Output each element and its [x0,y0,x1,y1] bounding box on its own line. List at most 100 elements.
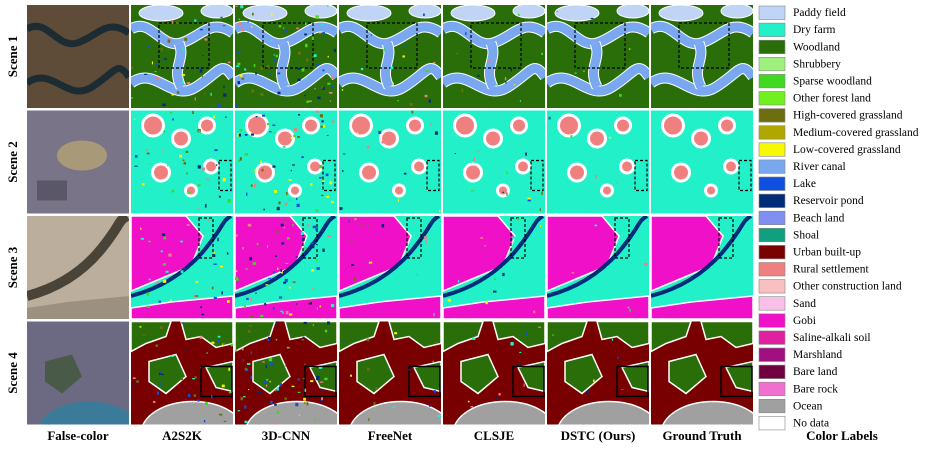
noise [279,25,282,27]
noise [324,184,325,186]
noise [302,337,304,339]
noise [277,387,279,390]
noise [272,165,275,167]
legend-label: Woodland [793,41,840,53]
noise [257,283,260,284]
noise [275,231,278,233]
noise [167,164,168,166]
noise [268,337,270,339]
settlement [513,120,525,132]
legend-swatch [759,228,785,242]
noise [375,387,378,390]
noise [243,396,245,397]
noise [286,311,289,314]
noise [621,389,623,390]
paddy [451,5,495,21]
noise [292,386,295,387]
paddy [243,5,287,21]
noise [593,379,595,382]
noise [193,176,194,179]
noise [217,104,220,107]
noise [284,227,285,228]
noise [591,18,594,19]
image-field [57,141,107,171]
legend-swatch [759,280,785,294]
legend-label: Bare land [793,366,838,378]
noise [297,68,300,70]
noise [186,151,188,153]
settlement [382,132,396,146]
noise [617,357,618,360]
paddy [617,4,649,18]
noise [257,243,259,245]
noise [392,83,393,86]
noise [181,74,184,76]
noise [245,153,248,156]
noise [505,77,506,80]
noise [205,204,207,207]
noise [382,141,384,144]
paddy [659,5,703,21]
noise [168,254,171,257]
noise [324,378,327,380]
settlement [395,187,403,195]
noise [595,225,597,227]
noise [526,332,527,335]
noise [133,377,136,379]
noise [312,177,315,178]
noise [314,420,315,422]
noise [571,272,574,273]
settlement [707,187,715,195]
noise [181,322,184,323]
settlement [617,120,629,132]
noise [239,19,240,20]
legend-label: Beach land [793,212,845,224]
legend-label: Other forest land [793,93,871,105]
noise [196,281,199,283]
column-label: A2S2K [162,428,203,443]
noise [142,334,145,335]
noise [368,418,369,421]
figure: Color Labels Scene 1Scene 2Scene 3Scene … [0,0,928,450]
noise [319,367,322,369]
noise [185,399,186,400]
legend-label: Reservoir pond [793,195,864,207]
noise [471,406,474,407]
noise [238,160,240,162]
noise [505,81,506,84]
settlement [486,132,500,146]
noise [241,397,243,400]
noise [162,150,163,151]
noise [342,89,343,91]
noise [312,288,314,289]
noise [331,85,334,87]
noise [277,411,279,414]
legend-swatch [759,109,785,123]
noise [187,82,190,84]
noise [322,181,325,182]
legend-label: Saline-alkali soil [793,332,871,344]
noise [208,219,209,220]
noise [302,238,304,241]
noise [202,75,203,78]
noise [371,34,372,36]
noise [619,94,622,97]
noise [287,237,290,240]
noise [195,97,196,100]
noise [277,92,280,95]
noise [161,250,163,252]
noise [321,397,323,400]
noise [549,117,551,120]
noise [155,71,157,72]
noise [511,68,512,71]
noise [301,232,304,235]
noise [205,402,208,405]
tile [443,111,545,214]
noise [240,74,242,77]
noise [310,292,313,295]
noise [210,93,211,96]
noise [269,131,272,132]
noise [146,149,148,151]
noise [181,270,184,273]
noise [319,286,322,287]
